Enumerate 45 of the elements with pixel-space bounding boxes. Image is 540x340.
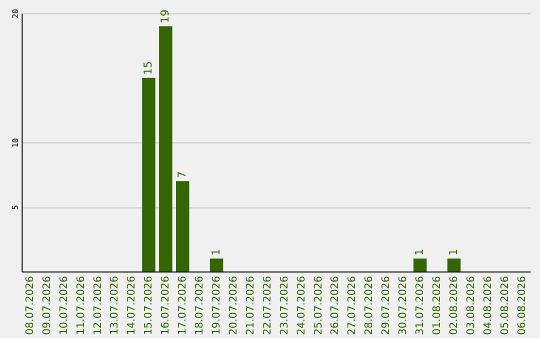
x-tick-label: 21.07.2026	[244, 276, 256, 336]
data-label: 1	[446, 248, 460, 256]
x-tick-label: 15.07.2026	[142, 276, 155, 336]
x-tick-label: 13.07.2026	[108, 276, 121, 336]
x-tick-label: 20.07.2026	[227, 276, 240, 336]
x-tick-label: 17.07.2026	[176, 276, 189, 336]
data-label: 19	[158, 9, 172, 24]
x-tick-label: 22.07.2026	[261, 276, 274, 336]
bar	[142, 78, 156, 272]
x-tick-label: 03.08.2026	[464, 276, 477, 336]
x-tick-label: 26.07.2026	[329, 276, 342, 336]
data-label: 7	[176, 171, 189, 178]
x-tick-label: 24.07.2026	[295, 276, 308, 336]
x-tick-label: 18.07.2026	[194, 276, 206, 336]
x-tick-label: 14.07.2026	[126, 276, 138, 336]
x-tick-label: 28.07.2026	[363, 276, 376, 336]
x-tick-label: 11.07.2026	[74, 276, 87, 336]
bar	[447, 258, 461, 272]
x-tick-label: 31.07.2026	[414, 276, 426, 336]
x-tick-label: 19.07.2026	[210, 276, 223, 336]
bar	[413, 258, 427, 272]
x-tick-label: 23.07.2026	[278, 276, 290, 336]
y-tick-label: 10	[11, 138, 20, 148]
x-tick-label: 05.08.2026	[498, 276, 511, 336]
x-tick-label: 01.08.2026	[430, 276, 443, 336]
x-tick-label: 12.07.2026	[92, 276, 104, 336]
bar	[176, 181, 190, 272]
x-tick-label: 10.07.2026	[58, 276, 70, 336]
x-tick-label: 27.07.2026	[346, 276, 358, 336]
x-tick-label: 09.07.2026	[40, 276, 53, 336]
x-tick-label: 16.07.2026	[160, 276, 172, 336]
x-tick-label: 25.07.2026	[312, 276, 324, 336]
x-tick-label: 06.08.2026	[516, 276, 528, 336]
data-label: 1	[413, 248, 426, 256]
x-tick-label: 30.07.2026	[397, 276, 410, 336]
x-tick-label: 02.08.2026	[448, 276, 460, 336]
data-label: 1	[210, 248, 223, 256]
bar	[159, 26, 172, 272]
y-tick-label: 5	[11, 204, 20, 210]
bar	[210, 258, 224, 272]
x-tick-label: 04.08.2026	[482, 276, 494, 336]
y-tick-label: 20	[11, 8, 20, 19]
data-label: 15	[142, 61, 155, 75]
x-tick-label: 08.07.2026	[24, 276, 36, 336]
x-tick-label: 29.07.2026	[380, 276, 392, 336]
